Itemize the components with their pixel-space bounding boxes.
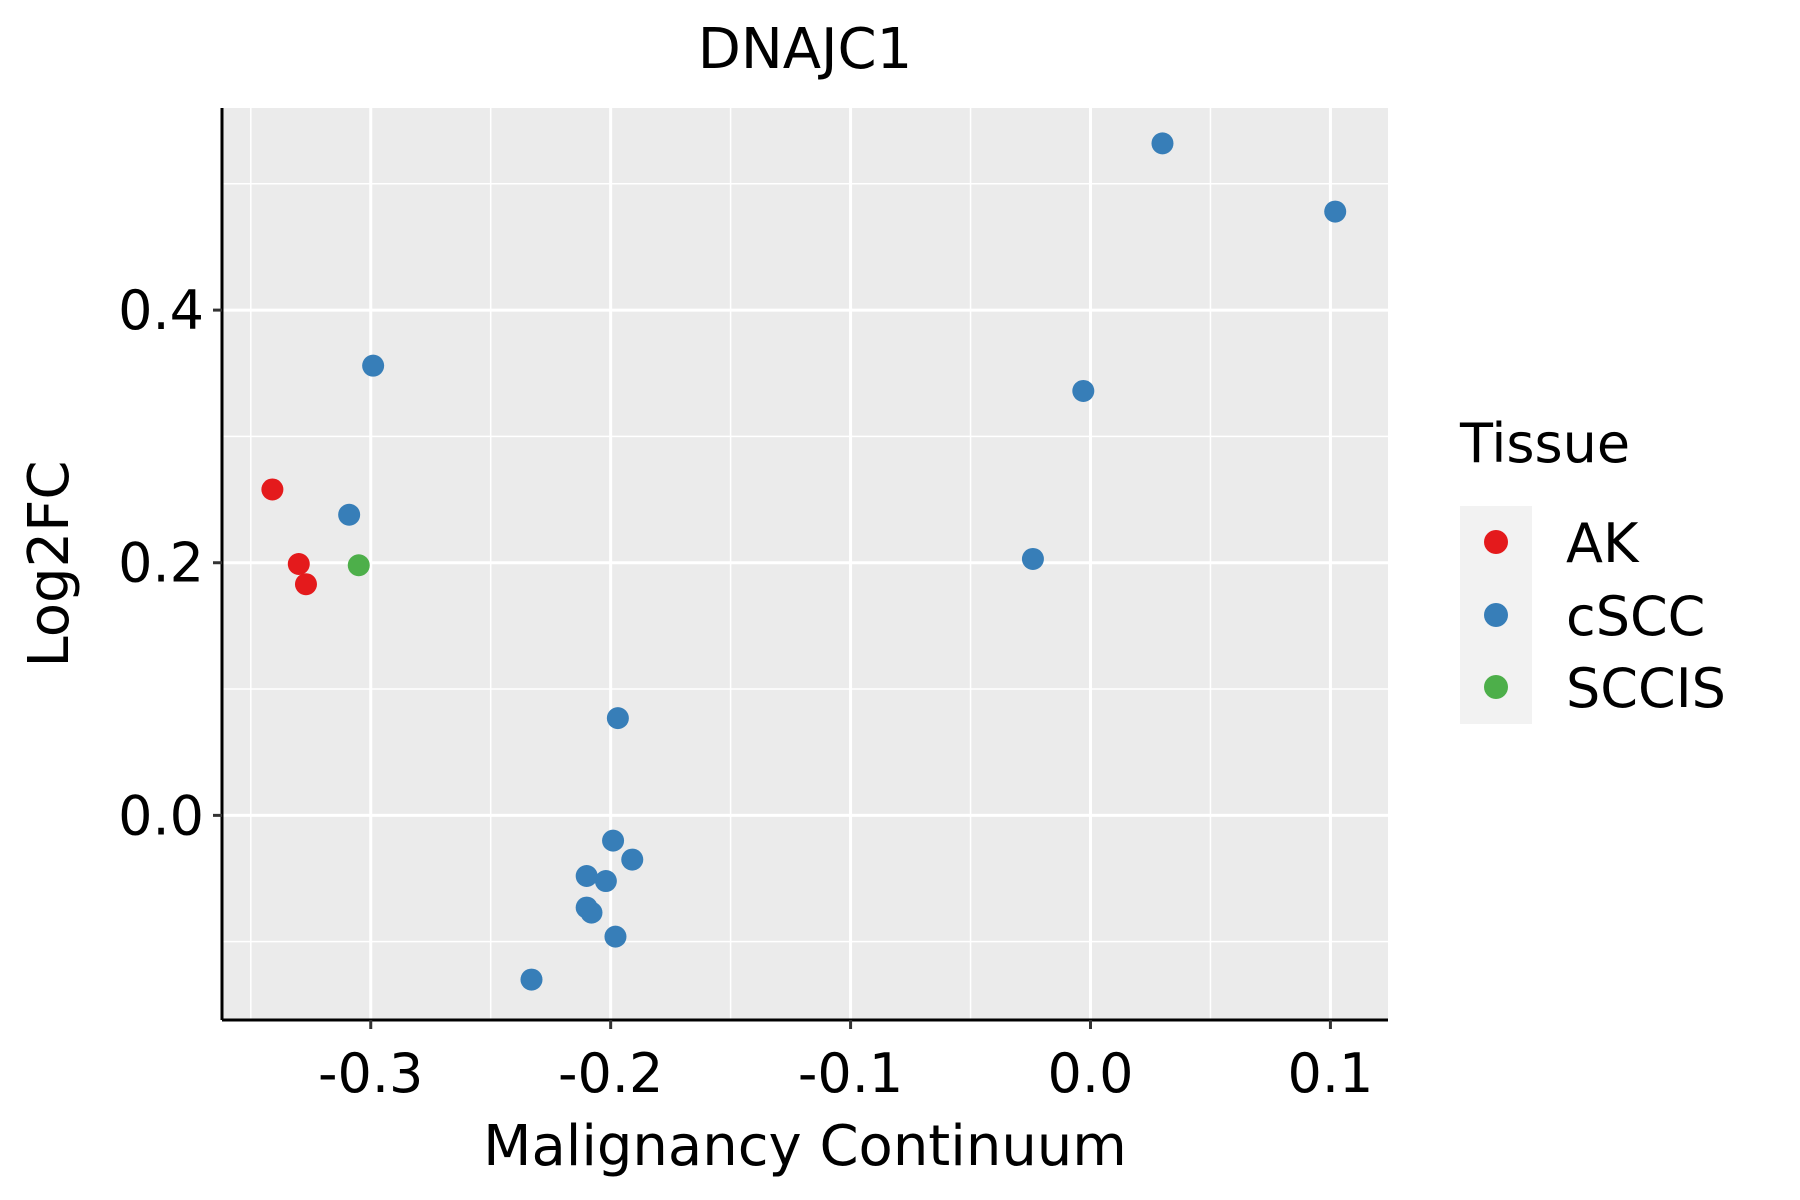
legend-entry-sccis: SCCIS bbox=[1484, 657, 1726, 720]
point-cscc-6 bbox=[606, 707, 629, 730]
grid-major bbox=[222, 108, 1388, 1020]
chart-title: DNAJC1 bbox=[698, 17, 913, 82]
point-cscc-8 bbox=[621, 848, 644, 871]
legend-key-ak bbox=[1484, 530, 1508, 554]
legend: Tissue AK cSCC SCCIS bbox=[1459, 412, 1726, 724]
y-tick-label-1: 0.2 bbox=[118, 532, 204, 595]
point-cscc-9 bbox=[575, 865, 598, 887]
legend-key-cscc bbox=[1484, 603, 1508, 627]
x-tick-label-2: -0.1 bbox=[798, 1042, 903, 1105]
point-cscc-13 bbox=[604, 925, 627, 948]
x-axis-ticks: -0.3 -0.2 -0.1 0.0 0.1 bbox=[318, 1020, 1373, 1105]
legend-label-cscc: cSCC bbox=[1566, 585, 1705, 648]
y-tick-label-2: 0.4 bbox=[118, 279, 204, 342]
y-tick-label-0: 0.0 bbox=[118, 784, 204, 847]
legend-title: Tissue bbox=[1459, 412, 1630, 475]
point-cscc-14 bbox=[520, 968, 543, 991]
point-cscc-12 bbox=[580, 901, 603, 924]
legend-label-ak: AK bbox=[1566, 512, 1640, 575]
x-tick-label-0: -0.3 bbox=[318, 1042, 423, 1105]
point-ak-1 bbox=[287, 553, 310, 575]
point-cscc-0 bbox=[362, 354, 385, 377]
point-ak-2 bbox=[294, 573, 317, 596]
y-axis-ticks: 0.0 0.2 0.4 bbox=[118, 279, 222, 847]
legend-key-sccis bbox=[1484, 675, 1508, 699]
point-cscc-2 bbox=[1151, 132, 1174, 155]
point-cscc-7 bbox=[602, 829, 625, 852]
data-points bbox=[261, 132, 1347, 991]
point-cscc-1 bbox=[338, 503, 361, 526]
point-cscc-3 bbox=[1324, 200, 1347, 223]
legend-entry-ak: AK bbox=[1484, 512, 1640, 575]
x-axis-title: Malignancy Continuum bbox=[483, 1114, 1127, 1179]
legend-entry-cscc: cSCC bbox=[1484, 585, 1705, 648]
y-axis-title: Log2FC bbox=[17, 461, 82, 668]
point-cscc-5 bbox=[1021, 547, 1044, 570]
x-tick-label-1: -0.2 bbox=[558, 1042, 663, 1105]
legend-label-sccis: SCCIS bbox=[1566, 657, 1726, 720]
x-tick-label-3: 0.0 bbox=[1048, 1042, 1134, 1105]
point-cscc-10 bbox=[594, 870, 617, 893]
point-ak-0 bbox=[261, 478, 284, 501]
x-tick-label-4: 0.1 bbox=[1287, 1042, 1373, 1105]
point-sccis-0 bbox=[347, 554, 370, 577]
point-cscc-4 bbox=[1072, 379, 1095, 402]
